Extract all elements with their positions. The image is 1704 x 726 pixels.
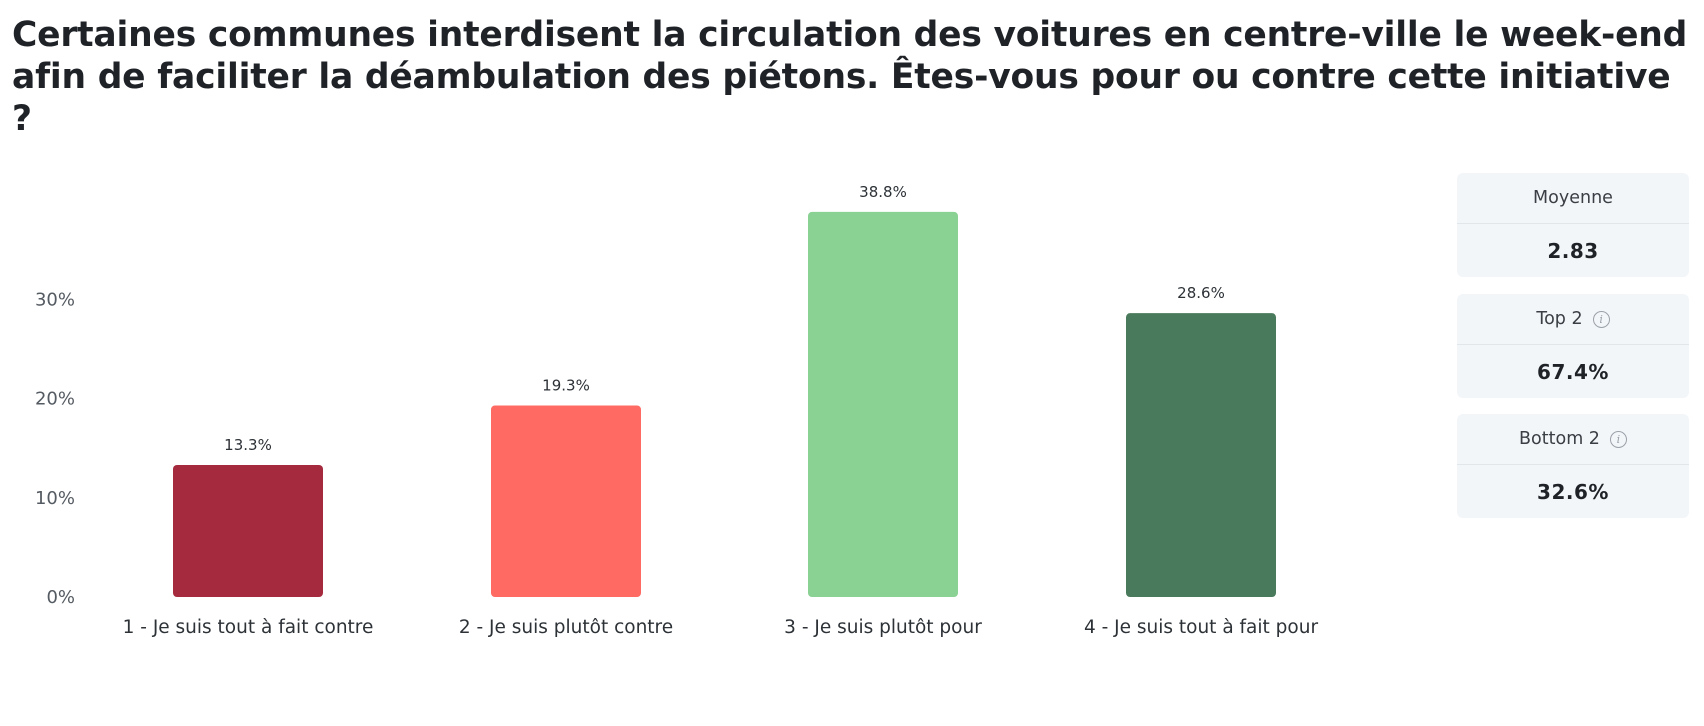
x-category-label: 3 - Je suis plutôt pour — [784, 617, 982, 638]
question-title: Certaines communes interdisent la circul… — [12, 15, 1688, 139]
x-category-label: 1 - Je suis tout à fait contre — [123, 617, 374, 638]
bar[interactable] — [1126, 313, 1276, 597]
info-icon[interactable]: i — [1609, 430, 1627, 448]
stat-value: 67.4% — [1537, 359, 1609, 384]
y-tick-label: 10% — [35, 488, 75, 509]
data-label: 13.3% — [224, 436, 272, 454]
stat-value: 32.6% — [1537, 479, 1609, 504]
bar[interactable] — [173, 464, 323, 597]
info-icon[interactable]: i — [1592, 310, 1610, 328]
bar[interactable] — [491, 405, 641, 597]
x-category-label: 2 - Je suis plutôt contre — [459, 617, 673, 638]
stat-label: Top 2 i — [1457, 294, 1689, 345]
x-category-label: 4 - Je suis tout à fait pour — [1084, 617, 1319, 638]
stat-value: 2.83 — [1547, 238, 1599, 263]
stat-label: Bottom 2 i — [1457, 414, 1689, 465]
bar[interactable] — [808, 211, 958, 597]
bar-chart: 0% 10% 20% 30% 13.3% 1 - Je suis tout à fait … — [35, 183, 1319, 638]
y-tick-label: 30% — [35, 289, 75, 310]
y-tick-label: 20% — [35, 389, 75, 410]
data-label: 28.6% — [1177, 284, 1225, 302]
y-tick-label: 0% — [46, 587, 75, 608]
stat-card-moyenne: Moyenne 2.83 — [1457, 173, 1689, 277]
stat-card-top2: Top 2 i 67.4% — [1457, 294, 1689, 398]
stat-label: Moyenne — [1457, 173, 1689, 224]
data-label: 38.8% — [859, 183, 907, 201]
stat-card-bottom2: Bottom 2 i 32.6% — [1457, 414, 1689, 518]
data-label: 19.3% — [542, 376, 590, 394]
